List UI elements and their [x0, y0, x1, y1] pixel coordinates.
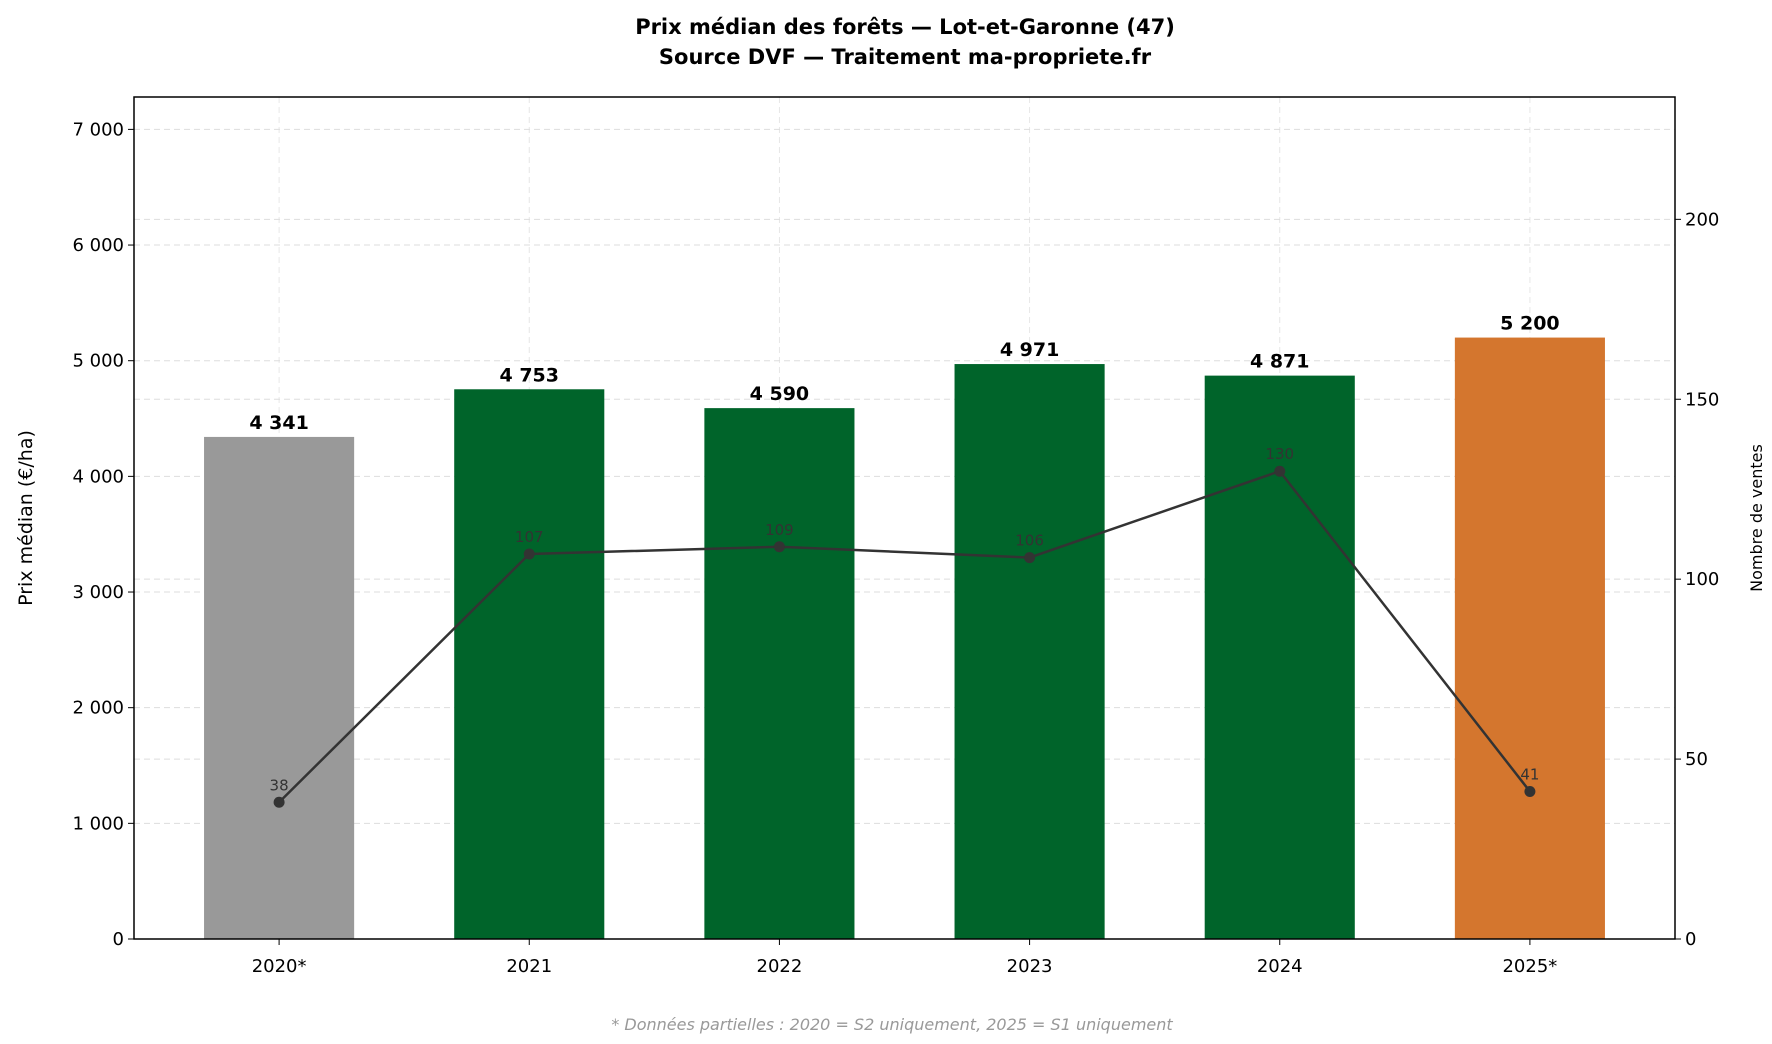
footnote: * Données partielles : 2020 = S2 uniquem…: [611, 1015, 1173, 1034]
plot-frame: [133, 96, 1676, 940]
x-tick-label: 2024: [1257, 956, 1303, 977]
y-axis-label: Prix médian (€/ha): [15, 430, 37, 606]
sales-value-label: 130: [1265, 445, 1294, 463]
y2-tick-label: 200: [1685, 209, 1719, 230]
bar-2022: [704, 408, 855, 939]
y-tick-label: 4 000: [72, 466, 124, 487]
y2-tick-label: 50: [1685, 749, 1708, 770]
bar-value-label: 5 200: [1500, 313, 1560, 335]
x-tick-label: 2021: [506, 956, 552, 977]
sales-point: [1274, 465, 1286, 477]
y-tick-label: 5 000: [72, 351, 124, 372]
y-tick-label: 2 000: [72, 698, 124, 719]
y-tick-label: 3 000: [72, 582, 124, 603]
sales-point: [1524, 785, 1536, 797]
sales-point: [773, 541, 785, 553]
y-tick-label: 7 000: [72, 119, 124, 140]
bar-2023: [954, 364, 1105, 940]
bar-value-label: 4 753: [500, 364, 560, 386]
x-tick-label: 2020*: [252, 956, 307, 977]
x-tick-label: 2022: [757, 956, 803, 977]
sales-point: [1024, 552, 1036, 564]
sales-point: [273, 796, 285, 808]
chart-subtitle: Source DVF — Traitement ma-propriete.fr: [659, 45, 1152, 69]
sales-value-label: 107: [515, 528, 544, 546]
sales-point: [523, 548, 535, 560]
y2-axis-label: Nombre de ventes: [1747, 444, 1766, 592]
x-tick-label: 2023: [1007, 956, 1053, 977]
sales-value-label: 109: [765, 521, 794, 539]
y-tick-label: 6 000: [72, 235, 124, 256]
sales-value-label: 41: [1520, 765, 1539, 783]
y2-tick-label: 0: [1685, 929, 1696, 950]
sales-line: [278, 469, 1531, 804]
y-tick-label: 0: [113, 929, 124, 950]
bar-2021: [454, 389, 605, 940]
y2-tick-label: 150: [1685, 389, 1719, 410]
sales-value-label: 106: [1015, 532, 1044, 550]
chart-title: Prix médian des forêts — Lot-et-Garonne …: [635, 15, 1175, 39]
sales-value-label: 38: [270, 776, 289, 794]
bar-value-label: 4 341: [249, 412, 309, 434]
bar-value-label: 4 590: [750, 383, 810, 405]
x-tick-label: 2025*: [1502, 956, 1557, 977]
bar-2025*: [1454, 337, 1605, 940]
bar-2020*: [204, 436, 355, 939]
bar-value-label: 4 971: [1000, 339, 1060, 361]
y2-tick-label: 100: [1685, 569, 1719, 590]
y-tick-label: 1 000: [72, 813, 124, 834]
bar-value-label: 4 871: [1250, 351, 1310, 373]
